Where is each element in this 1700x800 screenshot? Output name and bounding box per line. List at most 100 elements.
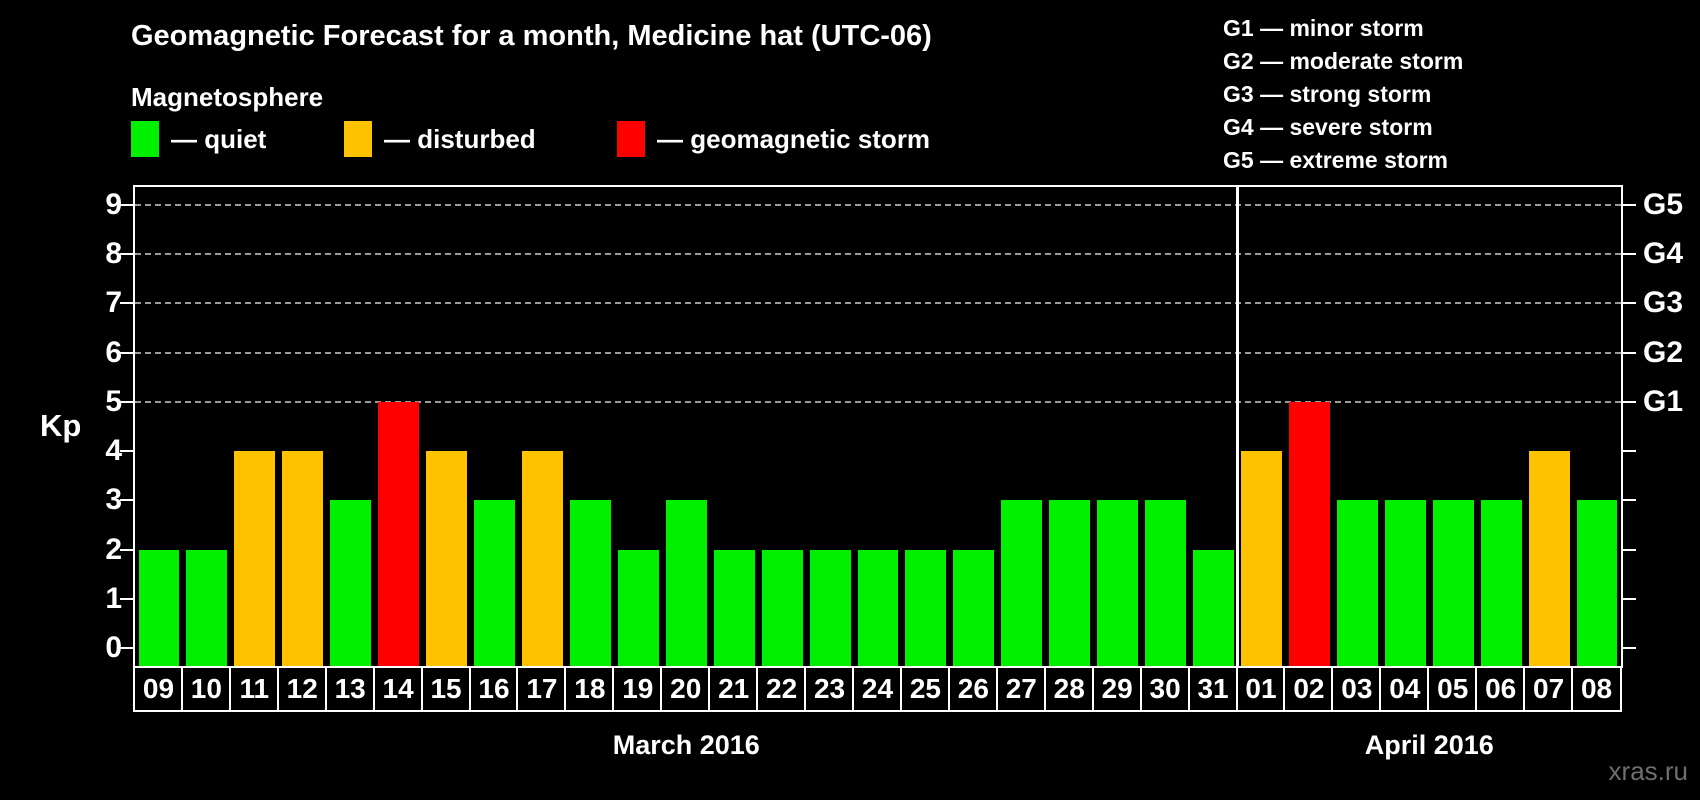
day-label: 19 xyxy=(612,666,664,712)
kp-bar xyxy=(617,549,659,666)
kp-bar xyxy=(1480,500,1522,666)
day-label: 15 xyxy=(420,666,472,712)
kp-bar xyxy=(1145,500,1187,666)
g-level-label: G5 xyxy=(1643,188,1684,221)
axis-tick xyxy=(1623,450,1636,453)
day-label: 27 xyxy=(995,666,1047,712)
g1-legend-line: G1 — minor storm xyxy=(1223,15,1424,41)
kp-bar xyxy=(809,549,851,666)
legend-item-label: — disturbed xyxy=(384,123,536,154)
legend-item-storm: — geomagnetic storm xyxy=(617,120,930,158)
y-tick-label: 0 xyxy=(105,631,122,664)
y-tick-label: 8 xyxy=(105,237,122,271)
g-level-label: G1 xyxy=(1643,384,1684,418)
kp-bar xyxy=(330,500,372,666)
day-label: 23 xyxy=(804,666,856,712)
day-label: 12 xyxy=(276,666,328,712)
magnetosphere-legend-heading: Magnetosphere xyxy=(131,82,324,112)
y-axis-label: Kp xyxy=(40,408,82,443)
y-tick-label: 6 xyxy=(105,335,122,369)
y-tick-label: 4 xyxy=(105,434,122,468)
kp-bar xyxy=(1384,500,1426,666)
kp-bar xyxy=(1241,451,1282,666)
axis-tick xyxy=(120,597,133,600)
gridline xyxy=(135,253,1621,256)
kp-bar xyxy=(1288,401,1330,666)
day-label: 04 xyxy=(1379,666,1431,712)
g-level-label: G4 xyxy=(1643,237,1684,271)
day-label: 13 xyxy=(324,666,376,712)
gridline xyxy=(135,351,1621,354)
quiet-color-swatch xyxy=(131,121,159,157)
day-label: 10 xyxy=(180,666,232,712)
axis-tick xyxy=(1623,351,1636,354)
kp-bar xyxy=(905,549,947,666)
axis-tick xyxy=(120,647,133,649)
legend-item-quiet: — quiet xyxy=(131,120,266,158)
gridline xyxy=(135,302,1621,305)
kp-bar xyxy=(138,549,180,666)
day-label: 17 xyxy=(516,666,568,712)
day-label: 30 xyxy=(1139,666,1191,712)
axis-tick xyxy=(1623,548,1636,551)
day-label: 29 xyxy=(1091,666,1143,712)
axis-tick xyxy=(1623,204,1636,206)
day-label: 09 xyxy=(133,666,184,712)
axis-tick xyxy=(1623,499,1636,502)
kp-bar xyxy=(186,549,228,666)
day-label: 11 xyxy=(228,666,280,712)
day-label: 14 xyxy=(372,666,424,712)
axis-tick xyxy=(120,351,133,354)
day-label: 21 xyxy=(708,666,760,712)
kp-bar xyxy=(1097,500,1139,666)
kp-bar xyxy=(713,549,755,666)
disturbed-color-swatch xyxy=(344,121,372,157)
kp-bar xyxy=(569,500,611,666)
axis-tick xyxy=(120,548,133,551)
gridline xyxy=(135,400,1621,403)
day-label: 05 xyxy=(1427,666,1479,712)
axis-tick xyxy=(1623,253,1636,256)
kp-bar xyxy=(521,451,563,666)
kp-bar xyxy=(1193,549,1234,666)
axis-tick xyxy=(1623,302,1636,305)
legend-item-label: — geomagnetic storm xyxy=(657,123,931,154)
month-label-march: March 2016 xyxy=(612,730,760,760)
y-tick-label: 2 xyxy=(105,532,122,566)
day-label: 26 xyxy=(947,666,999,712)
kp-bar xyxy=(1001,500,1043,666)
day-label: 18 xyxy=(564,666,616,712)
kp-bar xyxy=(234,451,276,666)
day-label: 01 xyxy=(1235,666,1287,712)
axis-tick xyxy=(120,400,133,403)
day-label: 25 xyxy=(899,666,951,712)
kp-bar xyxy=(1528,451,1570,666)
page-title: Geomagnetic Forecast for a month, Medici… xyxy=(131,20,932,52)
day-label: 16 xyxy=(468,666,520,712)
g4-legend-line: G4 — severe storm xyxy=(1223,114,1433,140)
watermark: xras.ru xyxy=(1608,756,1688,786)
axis-tick xyxy=(120,253,133,256)
kp-bar xyxy=(1576,500,1618,666)
month-label-april: April 2016 xyxy=(1364,730,1494,760)
kp-bar xyxy=(665,500,707,666)
y-tick-label: 7 xyxy=(105,286,122,320)
axis-tick xyxy=(120,499,133,502)
day-label: 02 xyxy=(1283,666,1335,712)
day-label: 24 xyxy=(852,666,903,712)
g2-legend-line: G2 — moderate storm xyxy=(1223,48,1464,74)
axis-tick xyxy=(1623,597,1636,600)
y-tick-label: 9 xyxy=(105,188,122,221)
kp-bar xyxy=(282,451,324,666)
day-label: 22 xyxy=(756,666,808,712)
legend-item-disturbed: — disturbed xyxy=(344,120,536,158)
axis-tick xyxy=(1623,400,1636,403)
day-label: 03 xyxy=(1331,666,1383,712)
storm-scale-legend: G1 — minor storm G2 — moderate storm G3 … xyxy=(1223,12,1463,177)
day-label: 07 xyxy=(1523,666,1575,712)
kp-bar xyxy=(1336,500,1378,666)
g5-legend-line: G5 — extreme storm xyxy=(1223,147,1448,173)
y-tick-label: 1 xyxy=(105,581,122,615)
y-tick-label: 5 xyxy=(105,384,122,418)
